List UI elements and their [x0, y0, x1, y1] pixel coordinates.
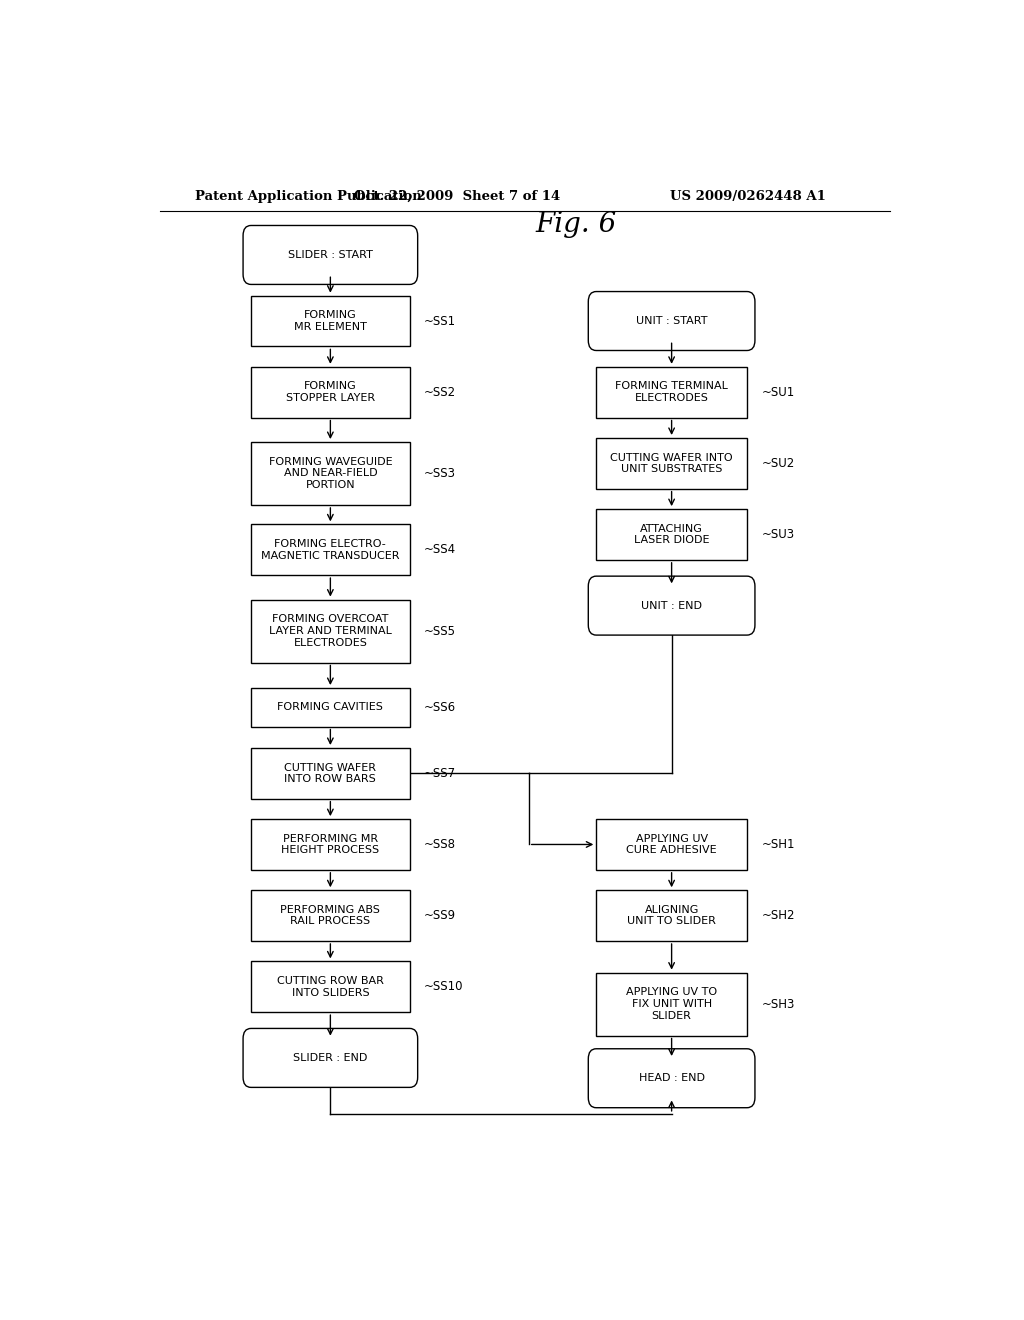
- Bar: [251, 599, 410, 663]
- Text: SLIDER : END: SLIDER : END: [293, 1053, 368, 1063]
- Bar: [251, 748, 410, 799]
- Text: ~SS6: ~SS6: [424, 701, 456, 714]
- Text: PERFORMING ABS
RAIL PROCESS: PERFORMING ABS RAIL PROCESS: [281, 904, 380, 927]
- Text: APPLYING UV
CURE ADHESIVE: APPLYING UV CURE ADHESIVE: [627, 834, 717, 855]
- Text: ~SS5: ~SS5: [424, 624, 456, 638]
- Text: Fig. 6: Fig. 6: [536, 211, 617, 238]
- Text: APPLYING UV TO
FIX UNIT WITH
SLIDER: APPLYING UV TO FIX UNIT WITH SLIDER: [626, 987, 717, 1020]
- Text: ~SU1: ~SU1: [761, 385, 795, 399]
- Bar: [596, 818, 748, 870]
- Text: US 2009/0262448 A1: US 2009/0262448 A1: [671, 190, 826, 202]
- Bar: [596, 973, 748, 1036]
- Text: ~SU2: ~SU2: [761, 457, 795, 470]
- Text: PERFORMING MR
HEIGHT PROCESS: PERFORMING MR HEIGHT PROCESS: [282, 834, 380, 855]
- Bar: [251, 296, 410, 346]
- Bar: [251, 524, 410, 576]
- Text: CUTTING ROW BAR
INTO SLIDERS: CUTTING ROW BAR INTO SLIDERS: [276, 975, 384, 998]
- Text: FORMING OVERCOAT
LAYER AND TERMINAL
ELECTRODES: FORMING OVERCOAT LAYER AND TERMINAL ELEC…: [269, 614, 392, 648]
- Text: Patent Application Publication: Patent Application Publication: [196, 190, 422, 202]
- Bar: [251, 890, 410, 941]
- Text: ~SS3: ~SS3: [424, 467, 456, 480]
- Text: ~SH3: ~SH3: [761, 998, 795, 1011]
- Bar: [251, 688, 410, 726]
- Text: ATTACHING
LASER DIODE: ATTACHING LASER DIODE: [634, 524, 710, 545]
- Text: ALIGNING
UNIT TO SLIDER: ALIGNING UNIT TO SLIDER: [627, 904, 716, 927]
- Text: CUTTING WAFER INTO
UNIT SUBSTRATES: CUTTING WAFER INTO UNIT SUBSTRATES: [610, 453, 733, 474]
- Text: ~SH1: ~SH1: [761, 838, 795, 851]
- Text: UNIT : START: UNIT : START: [636, 315, 708, 326]
- Text: ~SH2: ~SH2: [761, 909, 795, 923]
- Bar: [596, 510, 748, 560]
- Text: SLIDER : START: SLIDER : START: [288, 249, 373, 260]
- Text: ~SS10: ~SS10: [424, 981, 464, 993]
- Bar: [251, 367, 410, 417]
- Text: ~SS8: ~SS8: [424, 838, 456, 851]
- Bar: [251, 442, 410, 506]
- Text: ~SS9: ~SS9: [424, 909, 456, 923]
- Text: FORMING ELECTRO-
MAGNETIC TRANSDUCER: FORMING ELECTRO- MAGNETIC TRANSDUCER: [261, 539, 399, 561]
- Text: FORMING
MR ELEMENT: FORMING MR ELEMENT: [294, 310, 367, 331]
- FancyBboxPatch shape: [243, 1028, 418, 1088]
- Bar: [596, 367, 748, 417]
- Text: UNIT : END: UNIT : END: [641, 601, 702, 611]
- Bar: [596, 438, 748, 488]
- FancyBboxPatch shape: [588, 292, 755, 351]
- Text: CUTTING WAFER
INTO ROW BARS: CUTTING WAFER INTO ROW BARS: [285, 763, 377, 784]
- Text: FORMING WAVEGUIDE
AND NEAR-FIELD
PORTION: FORMING WAVEGUIDE AND NEAR-FIELD PORTION: [268, 457, 392, 490]
- Text: ~SS2: ~SS2: [424, 385, 456, 399]
- Text: ~SU3: ~SU3: [761, 528, 795, 541]
- Text: ~SS7: ~SS7: [424, 767, 456, 780]
- FancyBboxPatch shape: [243, 226, 418, 284]
- Text: ~SS1: ~SS1: [424, 314, 456, 327]
- Text: HEAD : END: HEAD : END: [639, 1073, 705, 1084]
- FancyBboxPatch shape: [588, 1049, 755, 1107]
- Text: ~SS4: ~SS4: [424, 544, 456, 556]
- Text: FORMING CAVITIES: FORMING CAVITIES: [278, 702, 383, 713]
- Text: FORMING TERMINAL
ELECTRODES: FORMING TERMINAL ELECTRODES: [615, 381, 728, 403]
- Bar: [251, 818, 410, 870]
- FancyBboxPatch shape: [588, 576, 755, 635]
- Bar: [596, 890, 748, 941]
- Bar: [251, 961, 410, 1012]
- Text: FORMING
STOPPER LAYER: FORMING STOPPER LAYER: [286, 381, 375, 403]
- Text: Oct. 22, 2009  Sheet 7 of 14: Oct. 22, 2009 Sheet 7 of 14: [354, 190, 560, 202]
